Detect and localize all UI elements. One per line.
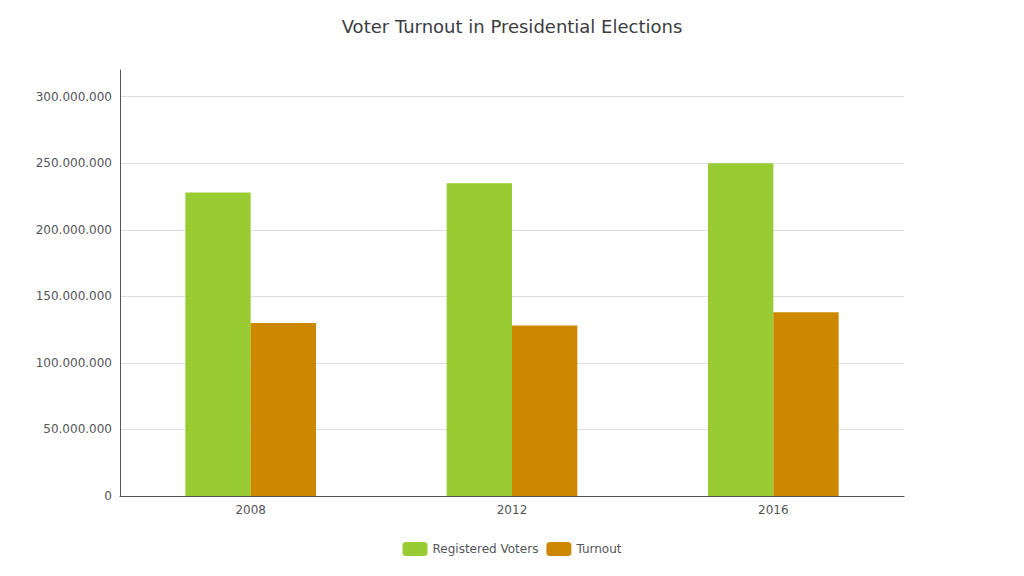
svg-text:200.000.000: 200.000.000 (36, 223, 112, 237)
svg-text:150.000.000: 150.000.000 (36, 289, 112, 303)
svg-text:2016: 2016 (758, 503, 789, 517)
svg-text:50.000.000: 50.000.000 (43, 422, 112, 436)
svg-text:Registered Voters: Registered Voters (433, 542, 539, 556)
svg-text:250.000.000: 250.000.000 (36, 156, 112, 170)
svg-text:2008: 2008 (235, 503, 266, 517)
svg-text:300.000.000: 300.000.000 (36, 90, 112, 104)
svg-text:100.000.000: 100.000.000 (36, 356, 112, 370)
svg-text:0: 0 (104, 489, 112, 503)
svg-text:Voter Turnout in Presidential: Voter Turnout in Presidential Elections (342, 16, 683, 37)
svg-text:Turnout: Turnout (575, 542, 621, 556)
svg-text:2012: 2012 (497, 503, 528, 517)
